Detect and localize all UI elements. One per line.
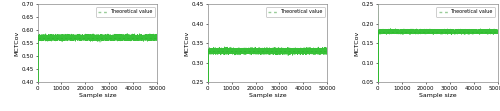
X-axis label: Sample size: Sample size (78, 93, 116, 98)
Legend: Theoretical value: Theoretical value (96, 7, 155, 17)
Y-axis label: MCTCov: MCTCov (354, 31, 359, 56)
X-axis label: Sample size: Sample size (248, 93, 286, 98)
Y-axis label: MCTCov: MCTCov (14, 31, 19, 56)
Legend: Theoretical value: Theoretical value (266, 7, 325, 17)
Y-axis label: MCTCov: MCTCov (184, 31, 189, 56)
Legend: Theoretical value: Theoretical value (436, 7, 495, 17)
X-axis label: Sample size: Sample size (419, 93, 457, 98)
